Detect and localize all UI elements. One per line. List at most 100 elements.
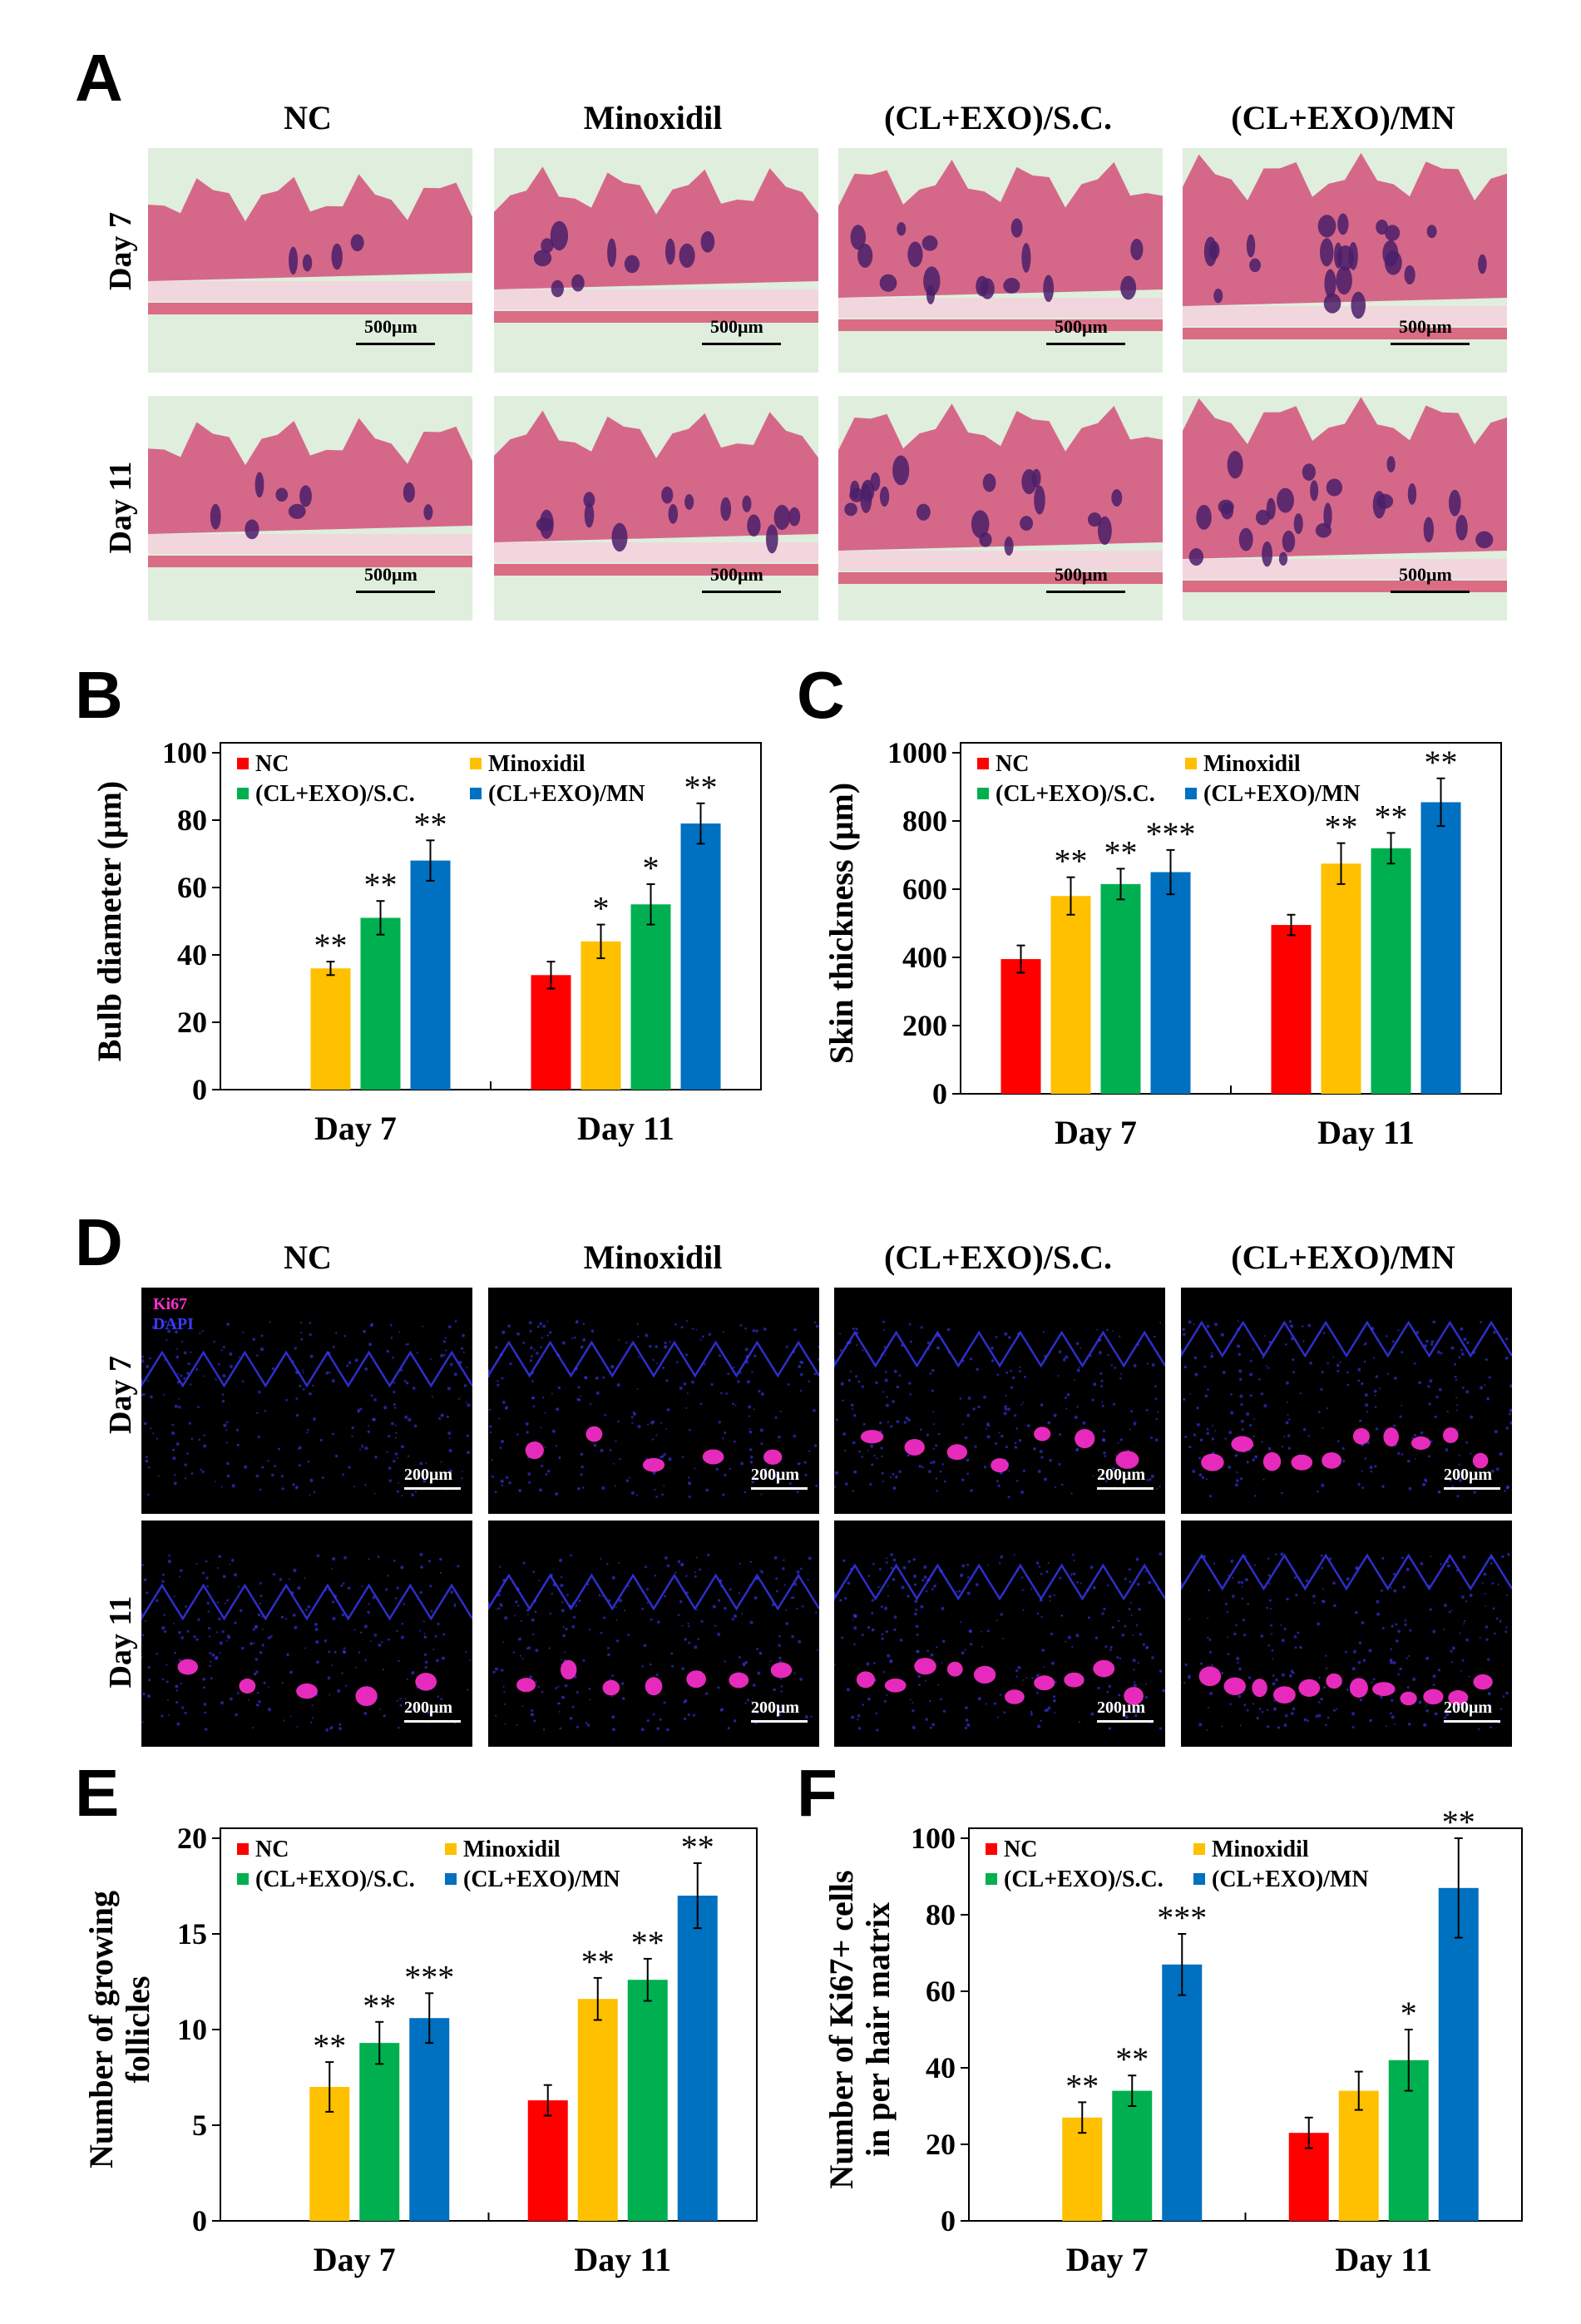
bar: [410, 860, 451, 1090]
bar: [359, 2043, 400, 2221]
bar: [1420, 802, 1461, 1094]
if-scale-label: 200μm: [404, 1698, 452, 1717]
if-image: Ki67 DAPI 200μm: [141, 1288, 472, 1514]
y-tick-label: 80: [926, 1898, 956, 1931]
if-scale-label: 200μm: [404, 1466, 452, 1484]
bar: [680, 823, 721, 1090]
significance-marker: **: [1325, 808, 1358, 846]
significance-marker: **: [1065, 2067, 1099, 2104]
he-scale-label: 500μm: [1399, 316, 1452, 337]
bar: [1100, 883, 1141, 1094]
bar: [527, 2100, 568, 2221]
significance-marker: ***: [404, 1958, 454, 1995]
if-image: 200μm: [488, 1520, 819, 1747]
if-image: 200μm: [1181, 1520, 1512, 1747]
y-tick-label: 15: [177, 1917, 207, 1951]
he-scale-bar: [356, 591, 435, 593]
bar: [1050, 896, 1091, 1094]
he-image: 500μm: [1183, 148, 1507, 373]
he-scale-bar: [1391, 343, 1470, 345]
legend-swatch: [986, 1873, 997, 1885]
bar: [409, 2018, 450, 2221]
bar: [1112, 2090, 1153, 2221]
legend-label: Minoxidil: [1212, 1837, 1309, 1862]
y-axis-label: follicles: [119, 1976, 156, 2084]
significance-marker: **: [363, 1987, 396, 2025]
he-image: 500μm: [148, 148, 472, 373]
bar: [360, 917, 401, 1090]
bar: [577, 1999, 618, 2221]
he-image: 500μm: [494, 148, 818, 373]
he-scale-label: 500μm: [364, 564, 417, 585]
y-axis-label: Number of Ki67+ cells: [823, 1870, 860, 2188]
y-axis-label: Number of growing: [83, 1891, 120, 2168]
if-image: 200μm: [141, 1520, 472, 1747]
panel-letter-b: B: [75, 658, 123, 732]
legend-label: NC: [255, 1837, 289, 1862]
legend-label: (CL+EXO)/S.C.: [255, 781, 415, 807]
y-axis-label: Skin thickness (μm): [823, 783, 860, 1064]
y-tick-label: 1000: [887, 736, 947, 769]
legend-swatch: [1193, 1843, 1205, 1855]
if-row-label-day7: Day 7: [103, 1356, 138, 1434]
if-scale-bar: [751, 1720, 808, 1723]
he-scale-label: 500μm: [710, 316, 763, 337]
y-tick-label: 60: [177, 871, 207, 904]
legend-label: NC: [255, 751, 289, 777]
y-tick-label: 800: [902, 804, 947, 838]
bar: [1371, 848, 1411, 1094]
he-scale-label: 500μm: [1055, 316, 1108, 337]
he-image: 500μm: [494, 396, 818, 621]
x-category-label: Day 7: [314, 1110, 397, 1147]
significance-marker: ***: [1157, 1899, 1207, 1936]
bar: [1000, 959, 1041, 1094]
he-scale-bar: [356, 343, 435, 345]
he-row-label-day7: Day 7: [103, 212, 138, 290]
y-tick-label: 0: [192, 2204, 207, 2237]
y-tick-label: 0: [932, 1077, 947, 1110]
bar: [581, 941, 621, 1090]
if-image: 200μm: [834, 1288, 1165, 1514]
significance-marker: **: [364, 866, 398, 903]
he-image: 500μm: [838, 148, 1163, 373]
he-col-title-minoxidil: Minoxidil: [583, 99, 723, 136]
legend-dapi: DAPI: [153, 1315, 194, 1333]
y-axis-label: Bulb diameter (μm): [91, 781, 128, 1061]
if-image: 200μm: [1181, 1288, 1512, 1514]
legend-label: (CL+EXO)/MN: [1212, 1867, 1369, 1892]
if-scale-bar: [751, 1487, 808, 1490]
legend-label: Minoxidil: [463, 1837, 561, 1862]
y-axis-label: in per hair matrix: [859, 1902, 897, 2157]
y-tick-label: 20: [177, 1006, 207, 1039]
bar: [310, 968, 351, 1090]
legend-swatch: [470, 788, 482, 799]
legend-swatch: [1193, 1873, 1205, 1885]
significance-marker: **: [314, 927, 348, 964]
x-category-label: Day 7: [314, 2241, 396, 2278]
y-tick-label: 100: [911, 1822, 956, 1855]
x-category-label: Day 11: [574, 2241, 671, 2278]
y-tick-label: 40: [177, 938, 207, 972]
legend-swatch: [237, 1843, 249, 1855]
legend-label: Minoxidil: [1203, 751, 1301, 777]
legend-swatch: [445, 1843, 457, 1855]
he-scale-label: 500μm: [710, 564, 763, 585]
legend-label: Minoxidil: [488, 751, 585, 777]
bar: [531, 975, 571, 1090]
he-scale-bar: [1391, 591, 1470, 593]
x-category-label: Day 7: [1066, 2241, 1149, 2278]
panel-letter-d: D: [75, 1205, 123, 1279]
y-tick-label: 10: [177, 2013, 207, 2046]
bar: [630, 904, 671, 1090]
he-col-title-clexo-sc: (CL+EXO)/S.C.: [884, 99, 1112, 136]
y-tick-label: 80: [177, 804, 207, 837]
y-tick-label: 0: [192, 1073, 207, 1106]
if-scale-label: 200μm: [1444, 1466, 1492, 1484]
if-scale-bar: [404, 1720, 461, 1723]
he-scale-bar: [702, 343, 781, 345]
bar: [1271, 925, 1312, 1094]
significance-marker: **: [681, 1828, 714, 1866]
significance-marker: **: [1375, 798, 1408, 835]
